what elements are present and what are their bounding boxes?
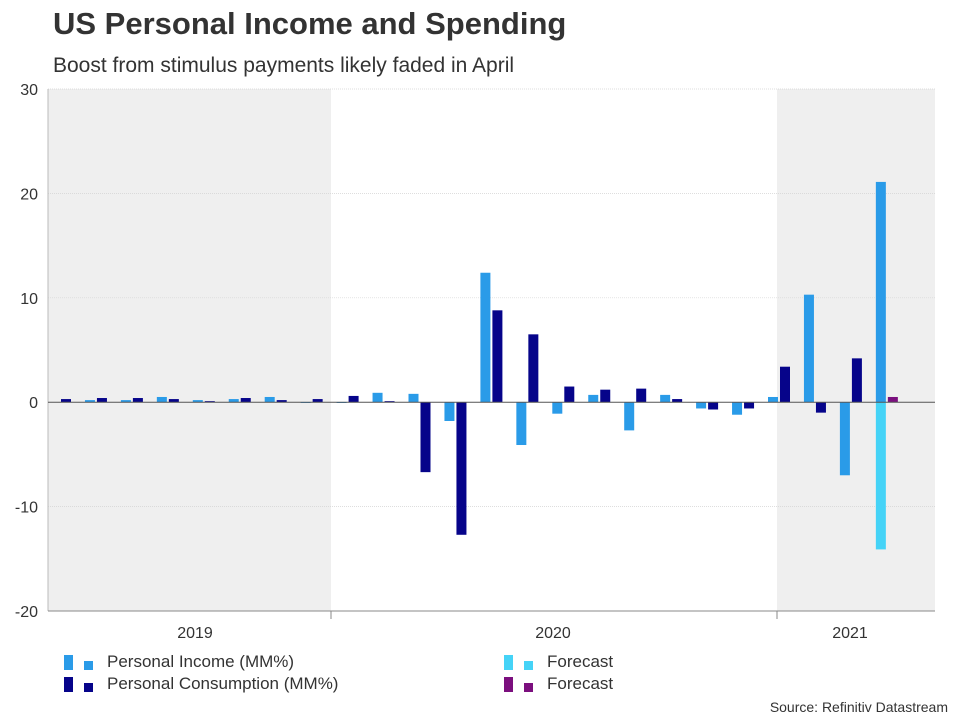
income-bar xyxy=(480,272,491,403)
consumption-bar xyxy=(815,402,826,413)
income-bar xyxy=(732,402,743,415)
consumption-bar xyxy=(240,398,251,403)
consumption-bar xyxy=(744,402,755,409)
consumption-bar xyxy=(132,398,143,403)
consumption-bar xyxy=(312,399,323,403)
band-2019 xyxy=(48,89,331,611)
legend-personal-income: Personal Income (MM%) xyxy=(64,652,294,672)
consumption-bar xyxy=(168,399,179,403)
forecast-consumption-bar xyxy=(887,396,898,403)
consumption-bar xyxy=(636,388,647,403)
y-tick-label: -10 xyxy=(15,500,38,517)
income-bar xyxy=(803,294,814,403)
income-bar xyxy=(768,396,778,403)
income-bar xyxy=(120,400,131,403)
legend-forecast-income: Forecast xyxy=(504,652,613,672)
legend-swatch-income-icon xyxy=(64,654,73,670)
x-year-label: 2019 xyxy=(177,625,213,642)
income-bar xyxy=(588,394,599,403)
income-bar xyxy=(875,181,886,403)
y-tick-label: 0 xyxy=(29,395,38,412)
income-bar xyxy=(516,402,527,446)
income-bar xyxy=(444,402,455,421)
legend-swatch-forecast-income-icon xyxy=(504,654,513,670)
income-bar xyxy=(552,402,563,414)
legend-personal-consumption: Personal Consumption (MM%) xyxy=(64,674,338,694)
chart-title: US Personal Income and Spending xyxy=(53,6,567,41)
income-bar xyxy=(228,399,239,403)
consumption-bar xyxy=(672,399,683,403)
consumption-bar xyxy=(528,334,539,403)
consumption-bar xyxy=(600,389,611,403)
y-tick-label: 20 xyxy=(20,186,38,203)
legend-swatch-consumption-icon xyxy=(64,676,73,692)
legend-forecast-consumption: Forecast xyxy=(504,674,613,694)
source-note: Source: Refinitiv Datastream xyxy=(769,699,948,715)
consumption-bar xyxy=(492,310,503,403)
chart-subtitle: Boost from stimulus payments likely fade… xyxy=(53,54,515,77)
y-tick-label: -20 xyxy=(15,604,38,621)
income-bar xyxy=(372,392,383,403)
income-bar xyxy=(839,402,850,476)
forecast-income-bar xyxy=(875,402,886,550)
consumption-bar xyxy=(420,402,431,473)
consumption-bar xyxy=(708,402,719,410)
income-bar xyxy=(624,402,635,431)
consumption-bar xyxy=(61,399,71,403)
consumption-bar xyxy=(276,400,287,403)
consumption-bar xyxy=(96,398,107,403)
x-year-label: 2020 xyxy=(535,625,571,642)
income-bar xyxy=(84,400,95,403)
income-bar xyxy=(156,396,167,403)
band-2021 xyxy=(777,89,935,611)
consumption-bar xyxy=(851,358,862,403)
income-bar xyxy=(192,400,203,403)
income-bar xyxy=(660,394,671,403)
y-tick-label: 10 xyxy=(20,291,38,308)
y-tick-label: 30 xyxy=(20,82,38,99)
income-bar xyxy=(696,402,707,409)
consumption-bar xyxy=(348,395,359,403)
income-bar xyxy=(264,396,275,403)
consumption-bar xyxy=(564,386,575,403)
consumption-bar xyxy=(456,402,467,535)
x-year-label: 2021 xyxy=(832,625,868,642)
consumption-bar xyxy=(204,401,215,403)
income-bar xyxy=(408,393,419,403)
consumption-bar xyxy=(384,401,395,403)
consumption-bar xyxy=(780,366,790,403)
legend-swatch-forecast-consumption-icon xyxy=(504,676,513,692)
